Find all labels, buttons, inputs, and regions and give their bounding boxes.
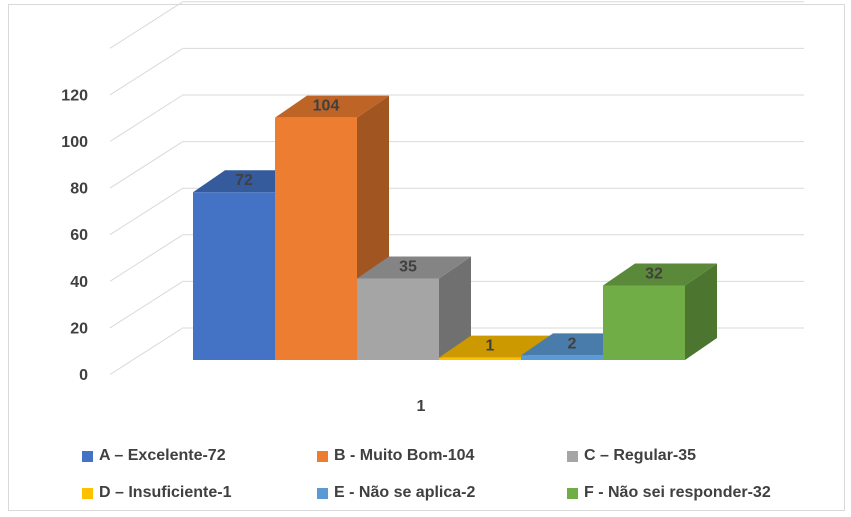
data-label: 35: [399, 258, 417, 275]
data-label: 32: [645, 265, 663, 282]
bar: [603, 285, 685, 360]
data-label: 2: [568, 335, 577, 352]
gridline-diagonal: [109, 141, 183, 189]
bar: [275, 117, 357, 361]
legend-label: C – Regular-35: [584, 447, 697, 464]
legend-swatch: [317, 487, 328, 499]
legend-swatch: [317, 450, 328, 462]
gridline-diagonal: [109, 1, 183, 49]
data-label: 72: [235, 172, 253, 189]
data-label: 104: [313, 98, 340, 115]
y-tick-label: 20: [70, 320, 88, 337]
bar: [357, 278, 439, 360]
y-tick-label: 60: [70, 227, 88, 244]
bar-top: [275, 95, 389, 118]
bar: [521, 355, 603, 360]
legend-label: D – Insuficiente-1: [99, 484, 232, 501]
bar-side: [439, 256, 471, 360]
legend-swatch: [82, 487, 93, 499]
legend-entry: C – Regular-35: [567, 447, 696, 465]
gridline-diagonal: [109, 188, 183, 236]
legend-entry: E - Não se aplica-2: [317, 484, 475, 502]
gridline-diagonal: [109, 328, 183, 375]
bar-side: [685, 263, 717, 360]
legend-swatch: [567, 450, 578, 462]
bar: [439, 357, 521, 360]
legend-label: A – Excelente-72: [99, 447, 226, 464]
gridline-diagonal: [109, 281, 183, 329]
gridline-diagonal: [109, 95, 183, 142]
y-tick-label: 80: [70, 181, 88, 198]
legend-swatch: [567, 487, 578, 499]
legend-entry: A – Excelente-72: [82, 447, 226, 465]
legend-entry: D – Insuficiente-1: [82, 484, 231, 502]
bar-top: [357, 256, 471, 279]
legend-label: F - Não sei responder-32: [584, 484, 771, 501]
legend-entry: B - Muito Bom-104: [317, 447, 474, 465]
legend-swatch: [82, 450, 93, 462]
y-tick-label: 0: [79, 367, 88, 384]
y-tick-label: 100: [61, 134, 88, 151]
x-category-label: 1: [417, 398, 426, 415]
bar-top: [603, 263, 717, 286]
y-tick-label: 40: [70, 274, 88, 291]
bar: [193, 192, 275, 360]
gridline-diagonal: [109, 48, 183, 96]
legend-label: E - Não se aplica-2: [334, 484, 476, 501]
legend-entry: F - Não sei responder-32: [567, 484, 771, 502]
data-label: 1: [486, 338, 495, 355]
bar-top: [439, 335, 553, 358]
gridline-diagonal: [109, 234, 183, 282]
y-tick-label: 120: [61, 87, 88, 104]
legend-label: B - Muito Bom-104: [334, 447, 475, 464]
